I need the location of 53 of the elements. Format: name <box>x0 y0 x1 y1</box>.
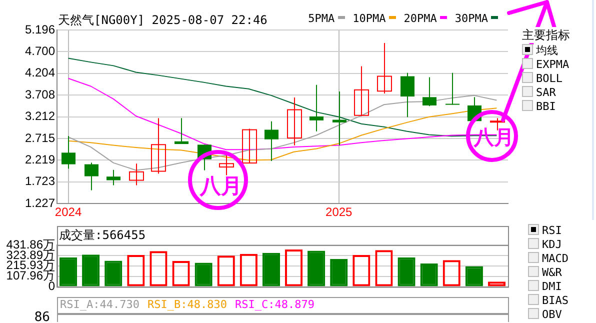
text: MACD <box>542 252 568 265</box>
candlestick <box>310 84 324 132</box>
legend-label: 20PMA <box>404 12 437 25</box>
candlestick <box>174 118 188 145</box>
candlestick <box>287 96 302 146</box>
chart-title: 天然气[NG00Y] 2025-08-07 22:46 <box>58 12 268 29</box>
text: RSI <box>542 224 562 237</box>
y-tick-label: 1.227 <box>24 196 56 210</box>
text: W&R <box>542 266 562 279</box>
candlestick <box>129 163 144 186</box>
candlestick <box>219 154 234 176</box>
y-tick-label: 2.219 <box>24 152 56 167</box>
candlestick <box>242 128 257 164</box>
chart-title: 成交量:566455 <box>59 227 146 244</box>
legend-label: 10PMA <box>352 12 386 25</box>
candlestick <box>84 162 98 191</box>
candlestick <box>400 72 414 118</box>
text: BOLL <box>536 72 562 85</box>
candlestick <box>151 118 166 174</box>
text: KDJ <box>542 238 562 251</box>
candlestick <box>264 120 278 162</box>
annotation: 八月 <box>200 174 242 200</box>
candlestick <box>377 42 392 94</box>
text: RSI_B:48.830 <box>147 298 227 311</box>
candlestick <box>62 136 76 170</box>
candlestick <box>332 90 346 146</box>
x-tick-label: 2025 <box>326 205 353 220</box>
legend-label: 5PMA <box>308 12 335 25</box>
candlestick <box>354 66 369 117</box>
text: OBV <box>542 308 562 321</box>
y-tick-label: 3.212 <box>24 109 56 124</box>
text: SAR <box>536 86 556 99</box>
text: 均线 <box>536 44 558 57</box>
text: RSI_A:44.730 <box>60 298 140 311</box>
y-tick-label: 4.204 <box>24 66 56 80</box>
text: 主要指标 <box>522 27 570 43</box>
text: BBI <box>536 100 556 113</box>
text: EXPMA <box>536 58 570 71</box>
y-tick-label: 5.196 <box>24 22 56 36</box>
text: 86 <box>34 310 50 323</box>
y-tick-label: 1.723 <box>24 174 56 188</box>
text: DMI <box>542 280 562 293</box>
x-tick-label: 2024 <box>54 205 82 220</box>
candlestick <box>446 72 460 106</box>
text: BIAS <box>542 294 568 307</box>
y-tick-label: 2.715 <box>24 130 56 145</box>
text: RSI_C:48.879 <box>234 298 314 311</box>
candlestick <box>106 169 120 186</box>
y-tick-label: 3.708 <box>24 87 56 102</box>
legend-label: 30PMA <box>454 12 488 25</box>
y-tick-label: 4.700 <box>24 44 56 58</box>
y-tick-label: 431.86万 <box>6 237 55 252</box>
candlestick <box>422 76 436 107</box>
